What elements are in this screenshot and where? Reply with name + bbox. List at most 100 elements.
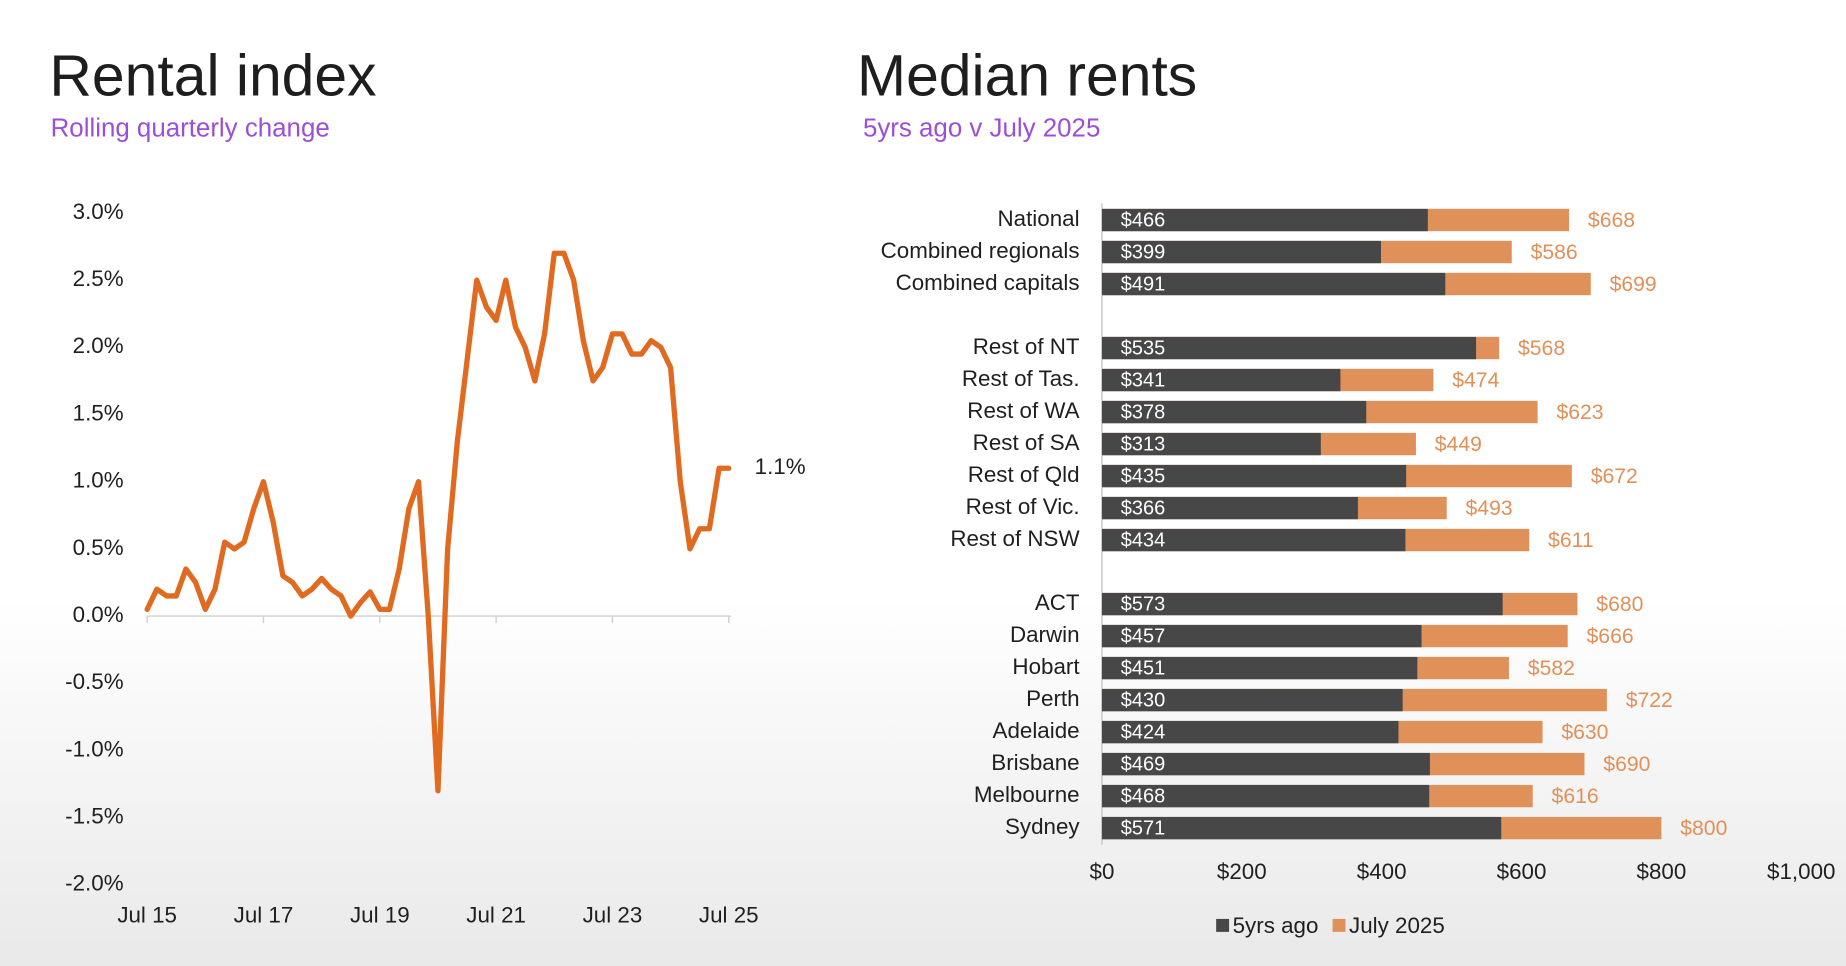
bar-label: $672 [1591, 465, 1638, 488]
category-label: Rest of NT [973, 334, 1080, 359]
bar-label: $611 [1548, 529, 1594, 552]
x-tick-label: Jul 25 [699, 902, 759, 927]
bar [1101, 528, 1406, 552]
y-tick-label: -0.5% [65, 669, 124, 694]
bar [1101, 752, 1430, 776]
bar-label: $457 [1121, 626, 1166, 648]
x-tick-label: Jul 19 [350, 902, 410, 927]
bar-label: $378 [1121, 402, 1166, 424]
category-label: National [998, 206, 1080, 231]
bar [1101, 816, 1502, 840]
bar [1101, 784, 1430, 808]
bar-label: $616 [1552, 785, 1599, 808]
bar-label: $571 [1121, 818, 1166, 840]
bar [1101, 208, 1428, 232]
line-series [144, 250, 732, 794]
category-label: Rest of Tas. [962, 366, 1080, 391]
bar-label: $722 [1626, 689, 1673, 712]
bar-label: $366 [1121, 498, 1166, 520]
category-label: Rest of SA [973, 430, 1080, 455]
category-label: Combined capitals [896, 270, 1080, 295]
x-tick-label: $800 [1637, 859, 1687, 884]
bar-label: $341 [1121, 370, 1166, 392]
bar [1101, 592, 1503, 616]
bar [1101, 656, 1418, 680]
y-tick-label: 0.0% [73, 602, 124, 627]
category-label: Rest of Vic. [966, 494, 1080, 519]
category-label: ACT [1035, 590, 1080, 615]
y-tick-label: 1.0% [73, 468, 124, 493]
x-tick-label: Jul 15 [117, 902, 177, 927]
category-label: Perth [1026, 686, 1079, 711]
x-tick-label: $0 [1090, 859, 1115, 884]
bar-label: $468 [1121, 786, 1166, 808]
bar [1101, 464, 1407, 488]
bar-label: $313 [1121, 434, 1166, 456]
bar [1101, 496, 1358, 520]
bar [1101, 688, 1403, 712]
chart-title: Rental index [49, 44, 376, 109]
category-label: Rest of NSW [950, 526, 1080, 551]
bar-label: $568 [1518, 337, 1565, 360]
legend-label: 5yrs ago [1233, 913, 1319, 938]
category-label: Sydney [1005, 814, 1080, 839]
category-label: Melbourne [974, 782, 1080, 807]
chart-subtitle: Rolling quarterly change [51, 114, 330, 142]
bar [1101, 272, 1446, 296]
bar-label: $680 [1596, 593, 1643, 616]
y-tick-label: -2.0% [65, 871, 124, 896]
legend-swatch [1216, 918, 1230, 932]
y-tick-label: -1.5% [65, 804, 124, 829]
category-label: Rest of Qld [968, 462, 1080, 487]
x-tick-label: $200 [1217, 859, 1267, 884]
bar [1101, 368, 1341, 392]
x-tick-label: $400 [1357, 859, 1407, 884]
y-tick-label: -1.0% [65, 736, 124, 761]
bar [1101, 240, 1381, 264]
chart-subtitle: 5yrs ago v July 2025 [863, 114, 1100, 142]
y-tick-label: 2.5% [73, 266, 124, 291]
bar-label: $800 [1680, 817, 1727, 840]
bar-label: $630 [1561, 721, 1608, 744]
bar-label: $586 [1531, 241, 1578, 264]
bar-label: $535 [1121, 338, 1166, 360]
legend-label: July 2025 [1349, 913, 1445, 938]
bar-label: $451 [1121, 658, 1166, 680]
category-label: Adelaide [993, 718, 1080, 743]
category-label: Hobart [1012, 654, 1080, 679]
chart-title: Median rents [857, 44, 1197, 109]
y-tick-label: 3.0% [73, 199, 124, 224]
bar-label: $430 [1121, 690, 1166, 712]
bar-label: $493 [1466, 497, 1513, 520]
bar-label: $666 [1587, 625, 1634, 648]
y-tick-label: 0.5% [73, 535, 124, 560]
y-tick-label: 1.5% [73, 400, 124, 425]
bar-label: $573 [1121, 594, 1166, 616]
bar-label: $469 [1121, 754, 1166, 776]
x-tick-label: $600 [1497, 859, 1547, 884]
bar [1101, 400, 1367, 424]
bar-label: $399 [1121, 241, 1166, 263]
y-tick-label: 2.0% [73, 333, 124, 358]
bar-label: $466 [1121, 209, 1166, 231]
bar-label: $434 [1121, 530, 1166, 552]
bar [1101, 720, 1399, 744]
bar-label: $424 [1121, 722, 1166, 744]
bar-label: $690 [1603, 753, 1650, 776]
category-label: Brisbane [991, 750, 1079, 775]
bar [1101, 336, 1477, 360]
category-label: Combined regionals [881, 238, 1080, 263]
x-tick-label: Jul 21 [466, 902, 526, 927]
x-tick-label: Jul 23 [583, 902, 643, 927]
bar-label: $582 [1528, 657, 1575, 680]
bar-label: $623 [1556, 401, 1603, 424]
bar-label: $435 [1121, 466, 1166, 488]
bar-label: $491 [1121, 273, 1166, 295]
bar [1101, 624, 1422, 648]
x-tick-label: Jul 17 [234, 902, 294, 927]
bar-label: $668 [1588, 209, 1635, 232]
bar-label: $474 [1452, 369, 1499, 392]
x-tick-label: $1,000 [1767, 859, 1835, 884]
bar-label: $449 [1435, 433, 1482, 456]
